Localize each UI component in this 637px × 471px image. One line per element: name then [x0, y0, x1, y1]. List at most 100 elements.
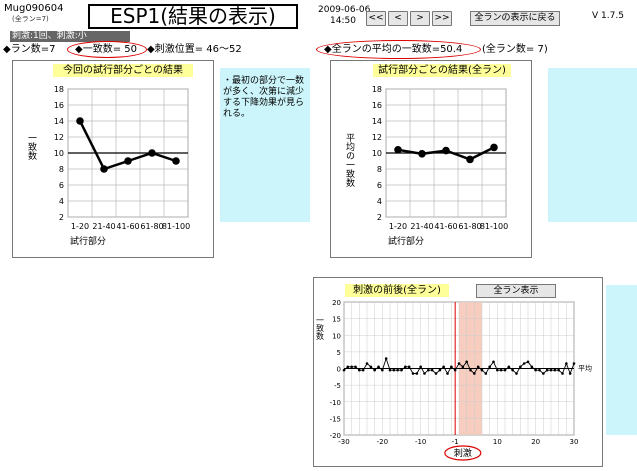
- right-chart-title: 試行部分ごとの結果(全ラン): [373, 64, 511, 77]
- all-runs-count: (全ラン数= 7): [482, 44, 548, 55]
- bottom-chart-title: 刺激の前後(全ラン): [345, 284, 449, 297]
- session-id: Mug090604: [4, 3, 64, 14]
- right-chart: 246810121416181-2021-4041-6061-8081-100試…: [331, 61, 531, 257]
- bottom-chart-data-point: [458, 362, 461, 365]
- hits-highlight-oval: [67, 41, 147, 58]
- left-chart-y-tick-label: 16: [54, 101, 64, 110]
- bottom-chart-data-point: [358, 369, 361, 372]
- nav-first-button[interactable]: <<: [366, 11, 386, 26]
- nav-next-button[interactable]: >: [410, 11, 430, 26]
- bottom-chart-data-point: [350, 366, 353, 369]
- bottom-chart-data-point: [546, 369, 549, 372]
- bottom-chart-data-point: [416, 372, 419, 375]
- left-chart-y-axis-label: 一致数: [26, 133, 37, 161]
- bottom-chart-data-point: [439, 369, 442, 372]
- left-chart-x-axis-label: 試行部分: [70, 235, 106, 247]
- bottom-chart-x-tick-label: -30: [338, 438, 349, 446]
- left-chart-y-tick-label: 8: [59, 165, 64, 174]
- date-label: 2009-06-06: [318, 5, 370, 16]
- bottom-chart-data-point: [427, 369, 430, 372]
- right-chart-data-point: [418, 150, 426, 158]
- bottom-chart-y-tick-label: 0: [337, 366, 341, 374]
- right-chart-data-point: [466, 156, 474, 164]
- bottom-chart-data-point: [408, 366, 411, 369]
- right-chart-x-tick-label: 1-20: [389, 222, 407, 231]
- bottom-chart-data-point: [385, 357, 388, 360]
- right-chart-x-axis-label: 試行部分: [388, 235, 424, 247]
- bottom-chart-y-tick-label: 10: [332, 332, 341, 340]
- right-chart-data-point: [442, 147, 450, 155]
- left-chart-x-tick-label: 41-60: [116, 222, 139, 231]
- bottom-chart-x-tick-label: -1: [452, 438, 459, 446]
- left-chart-data-point: [124, 157, 132, 165]
- left-chart-y-tick-label: 2: [59, 213, 64, 222]
- left-chart-data-point: [172, 157, 180, 165]
- nav-last-button[interactable]: >>: [432, 11, 452, 26]
- bottom-chart-data-point: [511, 369, 514, 372]
- bottom-chart-data-point: [504, 369, 507, 372]
- right-chart-x-tick-label: 21-40: [410, 222, 433, 231]
- left-chart-x-tick-label: 21-40: [92, 222, 115, 231]
- bottom-chart-data-point: [446, 372, 449, 375]
- bottom-chart-y-tick-label: 15: [332, 316, 341, 324]
- nav-prev-button[interactable]: <: [388, 11, 408, 26]
- right-chart-x-tick-label: 61-80: [458, 222, 481, 231]
- bottom-chart-data-point: [523, 362, 526, 365]
- bottom-chart-data-point: [435, 372, 438, 375]
- bottom-chart-data-point: [508, 366, 511, 369]
- left-chart-panel: 246810121416181-2021-4041-6061-8081-100試…: [12, 60, 214, 258]
- bottom-chart-data-point: [462, 366, 465, 369]
- left-chart-x-tick-label: 81-100: [162, 222, 190, 231]
- left-chart-data-point: [76, 117, 84, 125]
- bottom-chart-data-point: [370, 366, 373, 369]
- bottom-chart-data-point: [492, 361, 495, 364]
- comment-text: ・最初の部分で一数が多く、次第に減少する下降効果が見られる。: [220, 68, 310, 120]
- right-chart-y-tick-label: 16: [372, 101, 382, 110]
- left-chart-y-tick-label: 14: [54, 117, 64, 126]
- time-label: 14:50: [330, 16, 356, 27]
- bottom-chart-data-point: [500, 369, 503, 372]
- bottom-chart-x-tick-label: 20: [531, 438, 540, 446]
- right-chart-y-tick-label: 8: [377, 165, 382, 174]
- bottom-chart-data-point: [481, 369, 484, 372]
- all-runs-display-button[interactable]: 全ラン表示: [476, 284, 556, 298]
- bottom-chart-data-point: [473, 372, 476, 375]
- left-chart: 246810121416181-2021-4041-6061-8081-100試…: [13, 61, 213, 257]
- bottom-chart-data-point: [347, 366, 350, 369]
- bottom-chart-data-point: [396, 369, 399, 372]
- bottom-chart-data-point: [496, 369, 499, 372]
- left-chart-data-point: [100, 165, 108, 173]
- bottom-chart-data-point: [454, 369, 457, 372]
- right-chart-y-tick-label: 4: [377, 197, 382, 206]
- bottom-chart-y-tick-label: 20: [332, 299, 341, 307]
- back-to-all-runs-button[interactable]: 全ランの表示に戻る: [470, 11, 560, 26]
- right-chart-panel: 246810121416181-2021-4041-6061-8081-100試…: [330, 60, 532, 258]
- left-chart-x-tick-label: 61-80: [140, 222, 163, 231]
- session-sub: (全ラン=7): [12, 14, 49, 25]
- left-chart-y-tick-label: 4: [59, 197, 64, 206]
- bottom-chart-data-point: [423, 372, 426, 375]
- right-side-panel: [548, 68, 637, 222]
- comment-box: ・最初の部分で一数が多く、次第に減少する下降効果が見られる。: [220, 68, 310, 222]
- bottom-chart-data-point: [542, 372, 545, 375]
- bottom-chart-reference-label: 平均: [578, 364, 592, 373]
- bottom-chart-data-point: [519, 366, 522, 369]
- bottom-chart-y-tick-label: -10: [330, 399, 341, 407]
- bottom-chart-data-point: [477, 366, 480, 369]
- right-chart-y-tick-label: 18: [372, 85, 382, 94]
- stimulus-position: ◆刺激位置= 46～52: [147, 44, 242, 55]
- bottom-side-panel: [606, 285, 637, 435]
- bottom-chart-data-point: [389, 369, 392, 372]
- bottom-chart-data-point: [561, 372, 564, 375]
- bottom-chart-data-point: [469, 369, 472, 372]
- right-chart-y-tick-label: 2: [377, 213, 382, 222]
- bottom-chart-y-tick-label: -5: [334, 382, 341, 390]
- left-chart-y-tick-label: 18: [54, 85, 64, 94]
- right-chart-y-axis-label: 平均の一致数: [344, 133, 355, 188]
- bottom-chart: -20-15-10-505101520-30-20-10-1102030平均刺激…: [314, 278, 602, 466]
- runs-count: ◆ラン数=7: [3, 44, 55, 55]
- bottom-chart-data-point: [373, 369, 376, 372]
- right-chart-data-point: [394, 146, 402, 154]
- bottom-chart-panel: -20-15-10-505101520-30-20-10-1102030平均刺激…: [313, 277, 603, 467]
